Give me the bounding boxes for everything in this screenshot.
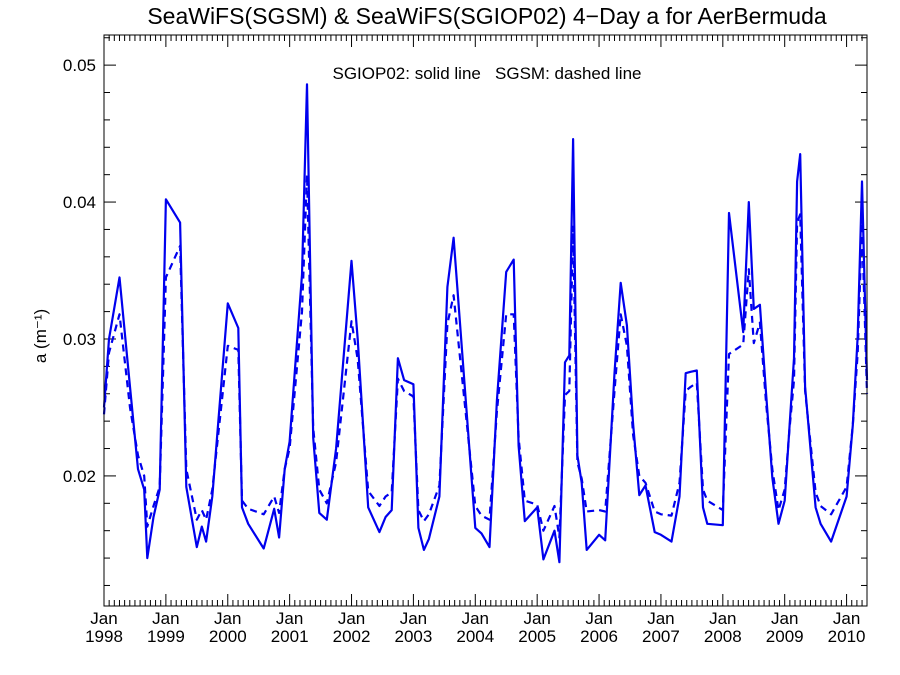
x-tick-label-year: 2004	[456, 627, 494, 646]
chart-title: SeaWiFS(SGSM) & SeaWiFS(SGIOP02) 4−Day a…	[147, 3, 827, 29]
x-tick-label-month: Jan	[585, 609, 612, 628]
plot-frame	[103, 34, 868, 607]
x-tick-label-year: 1999	[147, 627, 185, 646]
x-tick-label-month: Jan	[647, 609, 674, 628]
x-tick-label-year: 2007	[642, 627, 680, 646]
x-tick-label-year: 2006	[580, 627, 618, 646]
x-tick-label-year: 2000	[209, 627, 247, 646]
y-tick-label: 0.04	[63, 193, 96, 212]
x-tick-label-year: 2005	[518, 627, 556, 646]
legend-annotation: SGIOP02: solid line SGSM: dashed line	[333, 64, 642, 83]
x-tick-label-month: Jan	[338, 609, 365, 628]
x-tick-label-month: Jan	[276, 609, 303, 628]
y-tick-label: 0.05	[63, 56, 96, 75]
x-tick-label-year: 2010	[828, 627, 866, 646]
x-tick-label-year: 2001	[271, 627, 309, 646]
series-line-sgiop02	[102, 83, 869, 564]
x-tick-label-year: 2009	[766, 627, 804, 646]
y-tick-label: 0.02	[63, 467, 96, 486]
x-tick-label-month: Jan	[214, 609, 241, 628]
x-tick-label-month: Jan	[523, 609, 550, 628]
y-axis-label: a (m⁻¹)	[31, 309, 50, 363]
x-tick-label-month: Jan	[771, 609, 798, 628]
x-tick-label-month: Jan	[152, 609, 179, 628]
x-tick-label-year: 1998	[85, 627, 123, 646]
series-line-sgsm	[102, 173, 869, 539]
x-tick-label-year: 2002	[333, 627, 371, 646]
x-tick-label-month: Jan	[400, 609, 427, 628]
x-tick-label-month: Jan	[833, 609, 860, 628]
y-axis: 0.02 0.03 0.04 0.05	[63, 37, 867, 586]
x-tick-label-year: 2003	[394, 627, 432, 646]
x-tick-label-year: 2008	[704, 627, 742, 646]
series-layer	[102, 83, 869, 564]
x-tick-label-month: Jan	[462, 609, 489, 628]
x-tick-label-month: Jan	[709, 609, 736, 628]
x-axis: Jan1998Jan1999Jan2000Jan2001Jan2002Jan20…	[85, 35, 865, 646]
y-tick-label: 0.03	[63, 330, 96, 349]
x-tick-label-month: Jan	[90, 609, 117, 628]
